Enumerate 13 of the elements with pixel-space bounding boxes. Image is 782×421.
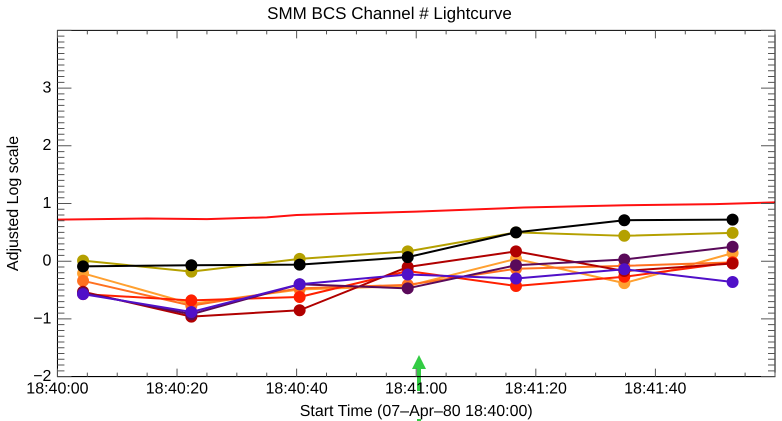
x-tick-label: 18:40:40 — [265, 380, 328, 398]
y-axis-title: Adjusted Log scale — [5, 136, 22, 272]
x-tick-label: 18:41:20 — [504, 380, 568, 398]
x-axis-title: Start Time (07–Apr–80 18:40:00) — [300, 402, 533, 420]
x-tick-label: 18:40:20 — [146, 380, 208, 398]
y-tick-label: 3 — [42, 80, 52, 97]
x-tick-label: 18:41:00 — [384, 380, 448, 398]
y-tick-label: 1 — [42, 194, 52, 212]
y-tick-label: −1 — [33, 310, 52, 328]
x-tick-label: 18:41:40 — [624, 380, 687, 398]
y-tick-label: 2 — [42, 137, 52, 154]
chart-title: SMM BCS Channel # Lightcurve — [267, 4, 512, 23]
y-tick-label: 0 — [42, 252, 52, 270]
